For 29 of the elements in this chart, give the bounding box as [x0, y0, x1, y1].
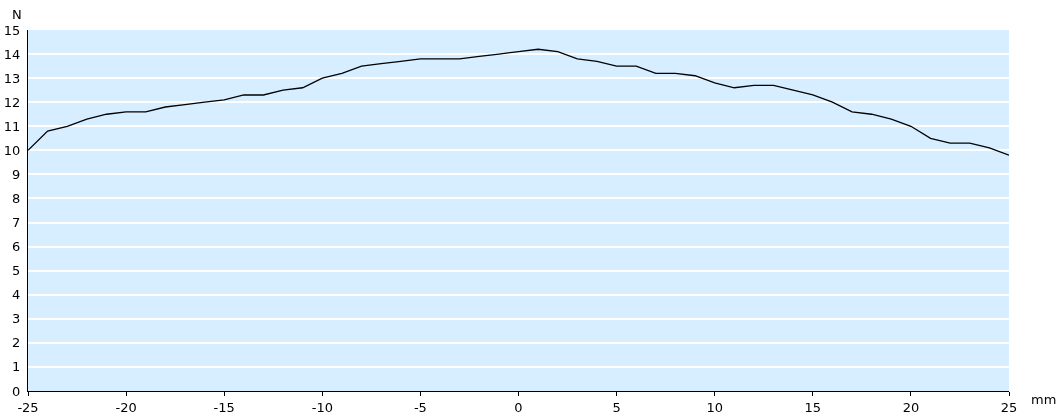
y-tick-label: 3	[12, 311, 21, 327]
x-tick-label: 0	[514, 399, 523, 415]
y-tick-label: 12	[3, 94, 21, 110]
x-tick-label: 10	[706, 399, 723, 415]
y-tick-label: 7	[12, 215, 21, 231]
y-tick-label: 11	[3, 118, 21, 134]
x-tick-label: -10	[311, 399, 333, 415]
x-tick-label: -5	[413, 399, 427, 415]
y-tick-label: 2	[12, 335, 21, 351]
x-tick-label: -20	[115, 399, 137, 415]
y-tick-label: 4	[12, 287, 21, 303]
x-tick-label: -25	[17, 399, 39, 415]
y-tick-label: 8	[12, 191, 21, 207]
y-tick-label: 9	[12, 166, 21, 182]
x-tick-label: -15	[213, 399, 235, 415]
y-tick-label: 14	[3, 46, 21, 62]
y-tick-label: 0	[12, 383, 21, 399]
y-tick-label: 15	[3, 22, 21, 38]
y-tick-label: 13	[3, 70, 21, 86]
y-tick-label: 1	[12, 359, 21, 375]
x-axis-title: mm	[1031, 392, 1057, 407]
x-tick-label: 5	[612, 399, 621, 415]
y-tick-label: 10	[3, 142, 21, 158]
y-tick-label: 5	[12, 263, 21, 279]
y-axis-title: N	[12, 7, 22, 22]
x-tick-label: 25	[1000, 399, 1018, 415]
x-tick-label: 15	[804, 399, 822, 415]
x-tick-label: 20	[902, 399, 920, 415]
y-tick-label: 6	[12, 239, 21, 255]
